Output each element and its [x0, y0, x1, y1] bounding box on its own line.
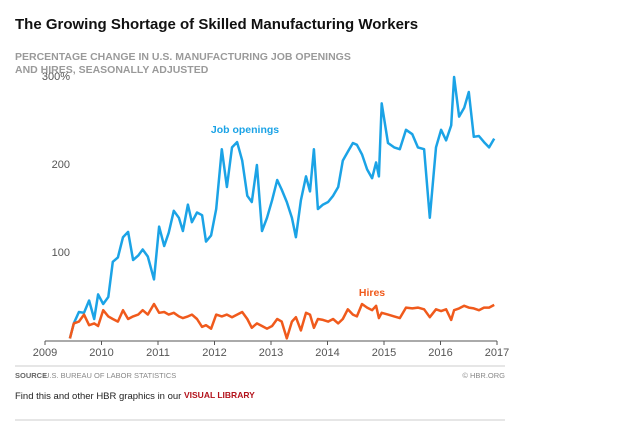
- chart-subtitle: PERCENTAGE CHANGE IN U.S. MANUFACTURING …: [15, 51, 351, 63]
- chart-title: The Growing Shortage of Skilled Manufact…: [15, 16, 418, 33]
- x-tick-label: 2010: [89, 347, 113, 359]
- x-tick-label: 2013: [259, 347, 283, 359]
- source-label: SOURCE: [15, 371, 47, 380]
- footer-text: Find this and other HBR graphics in our …: [15, 390, 255, 401]
- x-tick-label: 2009: [33, 347, 57, 359]
- series-line: [68, 302, 495, 340]
- x-tick-label: 2016: [428, 347, 452, 359]
- x-tick-label: 2015: [372, 347, 396, 359]
- credit: © HBR.ORG: [462, 371, 505, 380]
- y-tick-label: 300%: [42, 71, 70, 83]
- x-tick-label: 2012: [202, 347, 226, 359]
- x-tick-label: 2017: [485, 347, 509, 359]
- x-tick-label: 2014: [315, 347, 339, 359]
- source: U.S. BUREAU OF LABOR STATISTICS: [44, 371, 176, 380]
- visual-library-link[interactable]: VISUAL LIBRARY: [184, 390, 255, 400]
- x-tick-label: 2011: [146, 347, 170, 359]
- chart-subtitle: AND HIRES, SEASONALLY ADJUSTED: [15, 64, 209, 76]
- series-label: Job openings: [211, 124, 279, 136]
- y-tick-label: 100: [52, 247, 70, 259]
- series-line: [68, 75, 496, 339]
- footer: Find this and other HBR graphics in our: [15, 391, 181, 402]
- series-label: Hires: [359, 287, 385, 299]
- y-tick-label: 200: [52, 159, 70, 171]
